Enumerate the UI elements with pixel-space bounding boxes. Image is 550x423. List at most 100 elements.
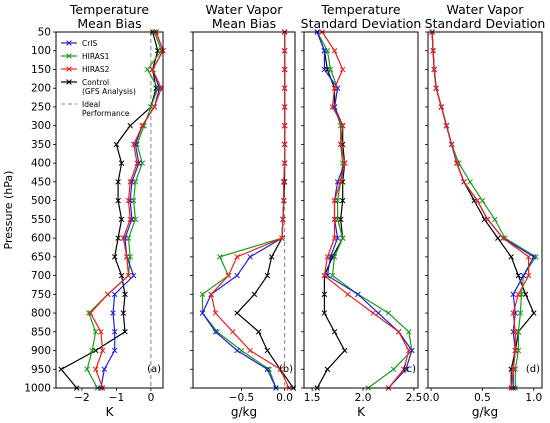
data-point (111, 347, 118, 354)
series-hiras2 (208, 29, 292, 391)
data-point (264, 366, 271, 373)
y-tick-label: 450 (31, 176, 51, 188)
data-point (234, 272, 240, 279)
data-point (212, 329, 219, 335)
series-hiras2 (87, 29, 166, 391)
data-point (120, 310, 127, 316)
data-point (339, 66, 346, 73)
legend-label: Ideal (82, 100, 100, 109)
series-line (431, 31, 530, 389)
y-tick-label: 250 (31, 101, 51, 113)
data-point (208, 291, 214, 298)
data-point (339, 235, 346, 241)
data-point (484, 216, 491, 223)
data-point (234, 310, 240, 316)
data-point (87, 310, 94, 316)
x-tick-label: −1 (109, 392, 124, 404)
data-point (99, 347, 106, 354)
x-tick-label: 0.5 (474, 392, 491, 404)
panel-title-line: Mean Bias (212, 16, 276, 31)
plot-frame (427, 31, 543, 389)
series-line (210, 32, 290, 389)
data-point (341, 347, 348, 354)
panel-label: (c) (403, 364, 416, 375)
series-hiras1 (314, 29, 415, 391)
series-line (431, 31, 537, 388)
series-line (100, 31, 164, 389)
legend-label: CrIS (82, 39, 98, 48)
data-point (431, 66, 437, 73)
data-point (430, 47, 436, 54)
data-point (406, 329, 412, 335)
data-point (264, 347, 271, 354)
data-point (281, 47, 288, 54)
data-point (58, 366, 64, 373)
data-point (500, 235, 506, 241)
data-point (370, 310, 376, 316)
data-point (281, 122, 288, 129)
data-point (443, 122, 450, 129)
data-point (141, 122, 147, 129)
data-point (525, 254, 532, 260)
panel-title-line: Standard Deviation (425, 16, 546, 31)
data-point (454, 160, 460, 166)
data-point (515, 291, 522, 298)
data-point (510, 366, 516, 373)
data-point (122, 291, 128, 298)
y-tick-label: 400 (31, 158, 51, 170)
series-line (60, 31, 159, 389)
data-point (92, 329, 99, 335)
series-line (201, 32, 286, 389)
data-point (134, 160, 140, 166)
data-point (321, 291, 328, 298)
series-line (321, 31, 410, 389)
data-point (281, 66, 288, 73)
data-point (337, 179, 344, 185)
legend-label: HIRAS2 (82, 65, 110, 74)
data-point (281, 160, 288, 166)
data-point (280, 216, 286, 223)
data-point (406, 347, 412, 354)
data-point (144, 66, 151, 73)
x-axis-label: g/kg (231, 405, 257, 419)
series-line (316, 31, 413, 389)
data-point (492, 216, 498, 223)
series-line (316, 31, 346, 389)
legend-entry-hiras2: HIRAS2 (61, 65, 110, 74)
data-point (495, 235, 501, 241)
series-control (314, 29, 348, 391)
data-point (448, 141, 455, 148)
data-point (110, 310, 116, 316)
data-point (525, 272, 532, 279)
data-point (199, 291, 206, 298)
y-tick-label: 650 (31, 251, 51, 263)
data-point (433, 85, 439, 91)
data-point (113, 141, 120, 148)
panel-title-line: Mean Bias (77, 16, 141, 31)
y-tick-label: 900 (31, 345, 51, 357)
data-point (111, 329, 118, 335)
series-hiras1 (429, 29, 539, 391)
data-point (125, 197, 132, 204)
data-point (385, 310, 392, 316)
data-point (321, 66, 328, 73)
legend-marker (66, 53, 72, 59)
data-point (281, 85, 288, 91)
data-point (225, 272, 232, 279)
data-point (339, 197, 346, 204)
legend-label: HIRAS1 (82, 52, 110, 61)
data-point (234, 254, 240, 260)
data-point (212, 310, 219, 316)
data-point (115, 235, 121, 241)
data-point (331, 254, 338, 260)
data-point (522, 291, 529, 298)
data-point (395, 329, 402, 335)
x-tick-label: 1.0 (525, 392, 542, 404)
series-cris (199, 29, 288, 391)
series-hiras1 (199, 29, 288, 391)
data-point (127, 122, 133, 129)
data-point (115, 179, 121, 185)
data-point (120, 235, 127, 241)
